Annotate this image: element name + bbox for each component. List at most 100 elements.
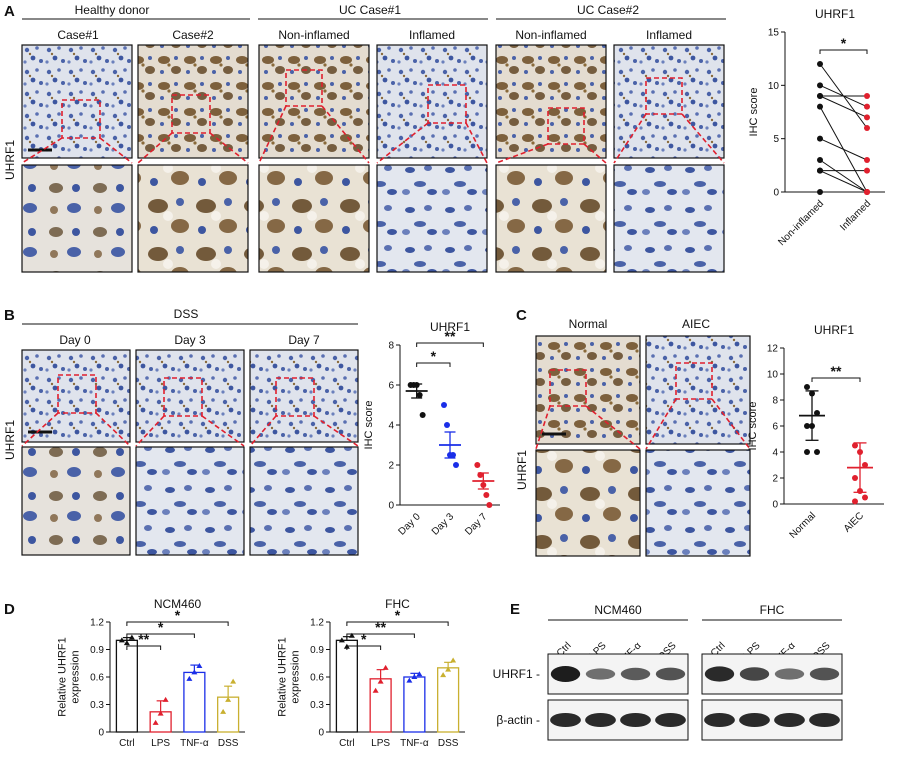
y-tick-label: 0.9 [310, 645, 324, 656]
panel-a-label: A [4, 3, 15, 20]
western-blot: NCM460CtrlLPSTNF-αDSSFHCCtrlLPSTNF-αDSSU… [493, 603, 843, 741]
group-header-healthy-donor: Healthy donor [75, 3, 150, 17]
band-uhrf1 [809, 667, 840, 681]
y-tick-label: 0.6 [90, 673, 104, 684]
data-point [450, 452, 456, 458]
data-point [445, 666, 452, 672]
chart-title: UHRF1 [430, 320, 470, 334]
group-header-uc-case1: UC Case#1 [339, 3, 401, 17]
data-point-inflamed [864, 103, 870, 110]
y-tick-label: 0 [772, 500, 778, 511]
y-tick-label: 6 [772, 422, 778, 433]
panel-b-label: B [4, 307, 15, 324]
x-tick-label: Day 7 [463, 511, 490, 538]
bar [369, 678, 392, 733]
group-header-uc-case2: UC Case#2 [577, 3, 639, 17]
data-point [419, 412, 426, 418]
significance-bracket [346, 645, 382, 650]
pair-line [819, 159, 868, 193]
y-tick-label: 0.9 [90, 645, 104, 656]
chart-title: UHRF1 [815, 7, 855, 21]
y-tick-label: 0.3 [310, 700, 324, 711]
y-tick-label: 5 [773, 134, 779, 145]
col-header-normal: Normal [569, 317, 608, 331]
significance-bracket [126, 645, 162, 650]
y-axis-label: Relative UHRF1 [277, 637, 289, 716]
panel-c: C Normal AIEC UHRF1 UHRF1 0 2 4 6 8 10 12 IHC sc… [515, 307, 884, 557]
roi-boxes [21, 69, 725, 164]
panel-d-label: D [4, 601, 15, 618]
ihc-image-normal [535, 335, 641, 445]
significance-label: * [175, 607, 181, 623]
significance-bracket [346, 633, 415, 638]
x-tick-label: Inflamed [838, 198, 873, 233]
band-uhrf1 [585, 668, 616, 680]
ihc-zoom-uc2-noninflamed [495, 164, 607, 273]
ihc-image-healthy-case1 [21, 44, 133, 159]
data-point [416, 671, 423, 677]
panel-b: B DSS Day 0 Day 3 Day 7 UHRF1 UHRF1 0 2 4 6 8… [3, 307, 500, 556]
data-point-noninflamed [817, 157, 823, 163]
x-tick-label: LPS [151, 738, 170, 749]
ihc-image-day7 [249, 349, 359, 443]
data-point [862, 462, 868, 468]
col-header-uc1-noninflamed: Non-inflamed [278, 28, 349, 42]
data-point [453, 462, 459, 468]
data-point [852, 475, 858, 481]
data-point [230, 678, 237, 684]
data-point [162, 696, 169, 702]
ihc-image-uc1-noninflamed [258, 44, 370, 159]
band-actin [550, 713, 581, 727]
significance-bracket [126, 633, 195, 638]
x-tick-label: Day 0 [397, 511, 424, 538]
significance-label: ** [445, 328, 456, 344]
significance-label: * [158, 619, 164, 635]
ihc-image-day0 [21, 349, 131, 443]
ihc-image-uc2-inflamed [613, 44, 725, 159]
data-point-inflamed [864, 114, 870, 121]
data-point [483, 492, 490, 498]
chart-c-ihc-score: UHRF1 0 2 4 6 8 10 12 IHC score Normal AIEC ** [747, 323, 884, 541]
y-tick-label: 15 [768, 28, 780, 39]
y-tick-label: 1.2 [310, 618, 324, 629]
y-axis-label: IHC score [363, 401, 375, 450]
ihc-image-uc2-noninflamed [495, 44, 607, 159]
x-tick-label: TNF-α [400, 738, 429, 749]
ihc-zoom-healthy-case1 [21, 164, 133, 273]
band-actin [809, 713, 840, 727]
pair-line [819, 170, 868, 193]
bar [437, 667, 460, 733]
col-header-day3: Day 3 [174, 333, 206, 347]
y-tick-label: 0 [98, 728, 104, 739]
data-point [128, 634, 135, 640]
ihc-image-healthy-case2 [137, 44, 249, 159]
panel-b-treatment-header: DSS [174, 307, 199, 321]
data-point [338, 637, 345, 643]
band-actin [655, 713, 686, 727]
x-tick-label: Ctrl [339, 738, 355, 749]
data-point-inflamed [864, 157, 870, 163]
data-point-noninflamed [817, 189, 823, 195]
y-tick-label: 8 [772, 396, 778, 407]
panel-e-label: E [510, 601, 520, 618]
data-point [220, 708, 227, 714]
data-point [372, 687, 379, 693]
significance-bracket [346, 621, 449, 626]
data-point-noninflamed [817, 103, 823, 110]
data-point [152, 719, 159, 725]
data-point [486, 502, 493, 508]
significance-label: * [841, 35, 847, 51]
bar [115, 639, 138, 733]
significance-label: * [395, 607, 401, 623]
ihc-zoom-uc1-noninflamed [258, 164, 370, 273]
data-point [382, 664, 389, 670]
y-tick-label: 8 [388, 341, 394, 352]
col-header-case2: Case#2 [172, 28, 214, 42]
y-tick-label: 10 [767, 370, 779, 381]
ihc-zoom-day0 [21, 446, 131, 556]
pair-line [819, 95, 868, 118]
data-point [852, 498, 858, 505]
data-point [441, 402, 447, 408]
